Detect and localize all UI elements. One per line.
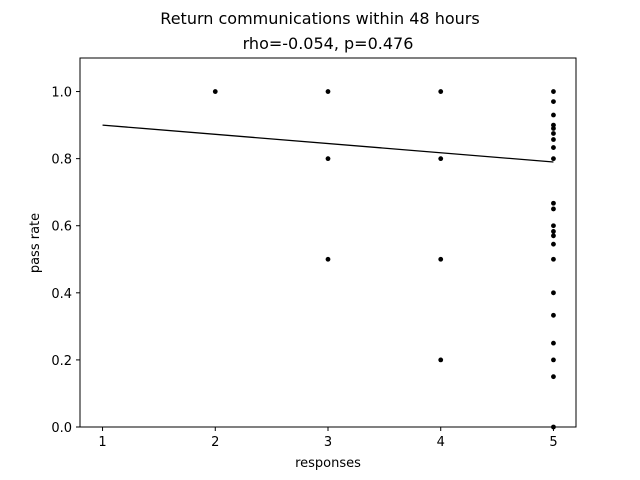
x-tick-label: 3 <box>324 435 332 450</box>
data-point <box>551 374 556 380</box>
data-point <box>551 256 556 262</box>
data-point <box>551 223 556 229</box>
data-point <box>438 156 444 162</box>
data-point <box>325 256 331 262</box>
data-point <box>438 89 444 94</box>
data-point <box>551 137 556 142</box>
y-tick-label: 0.8 <box>51 153 72 168</box>
data-point <box>551 122 556 128</box>
data-point <box>551 131 556 136</box>
y-axis-label: pass rate <box>28 213 43 273</box>
data-point <box>551 89 556 94</box>
fit-line <box>102 124 554 163</box>
data-point <box>551 145 556 150</box>
x-tick-label: 5 <box>549 435 557 450</box>
data-point <box>551 340 556 346</box>
y-tick-label: 0.4 <box>51 287 72 302</box>
plot-frame <box>79 57 577 428</box>
data-point <box>551 233 556 239</box>
data-point <box>551 312 556 318</box>
y-tick-label: 1.0 <box>51 86 72 101</box>
fit-line-group <box>102 124 554 163</box>
chart-title: Return communications within 48 hours <box>160 9 479 28</box>
data-point <box>551 126 556 131</box>
x-axis: 1 2 3 4 5 <box>98 427 558 450</box>
data-point <box>438 256 444 262</box>
y-tick-label: 0.6 <box>51 220 72 235</box>
data-point <box>551 112 556 118</box>
chart-subtitle: rho=-0.054, p=0.476 <box>243 34 414 53</box>
y-axis: 0.0 0.2 0.4 0.6 0.8 1.0 <box>51 86 80 436</box>
x-tick-label: 2 <box>211 435 219 450</box>
x-tick-label: 4 <box>437 435 445 450</box>
data-point <box>551 290 556 296</box>
data-point <box>212 89 218 94</box>
y-tick-label: 0.2 <box>51 354 72 369</box>
data-points <box>212 89 556 430</box>
data-point <box>551 357 556 363</box>
data-point <box>551 241 556 247</box>
data-point <box>551 99 556 105</box>
data-point <box>551 206 556 212</box>
x-axis-label: responses <box>295 456 361 471</box>
data-point <box>438 357 444 363</box>
data-point <box>325 89 331 94</box>
data-point <box>551 229 556 234</box>
data-point <box>551 200 556 206</box>
y-tick-label: 0.0 <box>51 421 72 436</box>
data-point <box>325 156 331 162</box>
data-point <box>551 156 556 162</box>
data-point <box>551 424 556 430</box>
x-tick-label: 1 <box>98 435 106 450</box>
